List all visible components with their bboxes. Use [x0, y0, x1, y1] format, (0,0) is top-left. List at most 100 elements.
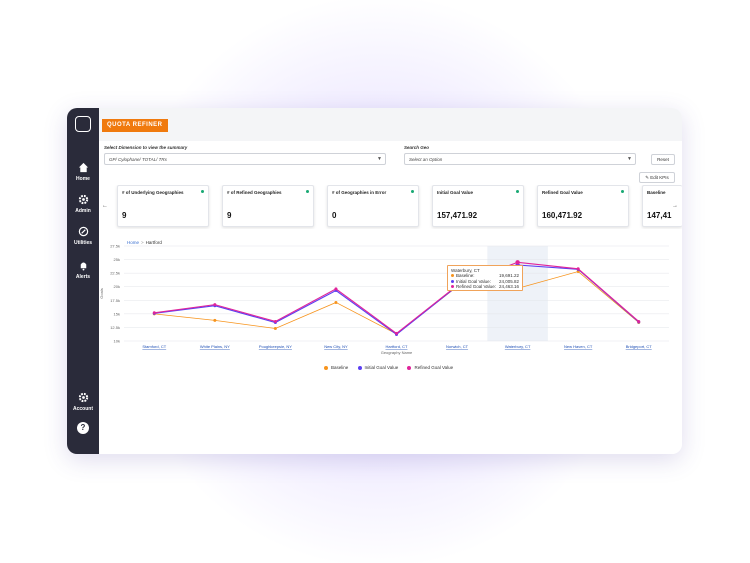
sidebar-item-label: Account	[73, 406, 93, 412]
home-icon	[67, 162, 99, 174]
data-point	[334, 287, 338, 291]
y-tick-label: 15k	[114, 311, 120, 316]
data-point	[334, 300, 338, 304]
legend-swatch	[357, 365, 362, 370]
sidebar-item-admin[interactable]: Admin	[67, 194, 99, 214]
legend-item-baseline[interactable]: Baseline	[324, 365, 348, 370]
sidebar-item-utilities[interactable]: Utilities	[67, 226, 99, 246]
breadcrumb-home[interactable]: Home	[127, 240, 140, 245]
top-bar: QUOTA REFINER	[99, 108, 682, 141]
x-tick-label: Norwich, CT	[446, 344, 469, 349]
edit-kpis-label: Edit KPIs	[650, 175, 669, 180]
geo-placeholder: Select an Option	[409, 157, 443, 162]
x-tick-label: Hartford, CT	[385, 344, 408, 349]
breadcrumb-current: Hartford	[145, 240, 162, 245]
bell-icon	[67, 260, 99, 272]
app-window: Home Admin Utilities Alerts Account	[67, 108, 682, 454]
kpi-value: 9	[122, 211, 127, 220]
kpi-scroll-right-icon[interactable]: →	[672, 203, 678, 209]
help-button[interactable]: ?	[77, 422, 89, 434]
data-point	[213, 303, 217, 307]
chart-legend: Baseline Initial Goal Value Refined Goal…	[324, 365, 461, 371]
tooltip-label: Refined Goal Value:	[456, 284, 496, 290]
x-axis-label: Geography Name	[381, 350, 413, 355]
kpi-value: 157,471.92	[437, 211, 478, 220]
legend-label: Baseline	[331, 365, 349, 370]
kpi-card: # of Refined Geographies 9	[222, 185, 314, 227]
data-point	[273, 327, 277, 331]
app-logo	[75, 116, 91, 132]
kpi-title: Initial Goal Value	[437, 190, 474, 195]
y-tick-label: 22.5k	[110, 271, 120, 276]
data-point	[152, 311, 156, 315]
sidebar-item-account[interactable]: Account	[67, 392, 99, 412]
y-tick-label: 12.5k	[110, 325, 120, 330]
series-line-baseline	[154, 271, 639, 335]
kpi-card: Baseline 147,41	[642, 185, 682, 227]
y-tick-label: 17.5k	[110, 298, 120, 303]
kpi-title: # of Underlying Geographies	[122, 190, 184, 195]
x-tick-label: Stamford, CT	[142, 344, 166, 349]
pencil-icon: ✎	[645, 175, 651, 180]
x-tick-label: Poughkeepsie, NY	[259, 344, 292, 349]
breadcrumb: Home > Hartford	[127, 240, 162, 245]
reset-button[interactable]: Reset	[651, 154, 675, 165]
tooltip-value: 24,463.16	[498, 284, 519, 290]
goals-chart: 10k 12.5k 15k 17.5k 20k 22.5k 25k 27.5k Goals Sta…	[99, 244, 669, 355]
sidebar: Home Admin Utilities Alerts Account	[67, 108, 99, 454]
sidebar-item-home[interactable]: Home	[67, 162, 99, 182]
main-content: QUOTA REFINER Select Dimension to view t…	[99, 108, 682, 454]
legend-swatch	[407, 365, 412, 370]
legend-label: Initial Goal Value	[364, 365, 399, 370]
kpi-value: 0	[332, 211, 337, 220]
x-tick-label: New City, NY	[324, 344, 348, 349]
series-line-initial	[154, 264, 640, 336]
data-point	[395, 331, 398, 335]
status-dot	[306, 190, 309, 193]
app-brand: QUOTA REFINER	[102, 119, 168, 132]
y-tick-label: 27.5k	[110, 244, 120, 249]
dimension-value: GP/ Cylophane/ TOTAL/ TRx	[109, 157, 167, 162]
kpi-title: Refined Goal Value	[542, 190, 583, 195]
sidebar-item-label: Utilities	[73, 240, 93, 246]
kpi-strip: # of Underlying Geographies 9 # of Refin…	[99, 185, 682, 229]
status-dot	[516, 190, 519, 193]
data-point	[273, 319, 277, 323]
y-tick-label: 20k	[114, 284, 120, 289]
sidebar-item-alerts[interactable]: Alerts	[67, 260, 99, 280]
breadcrumb-separator: >	[141, 240, 144, 245]
geo-select[interactable]: Select an Option ▼	[404, 153, 636, 165]
tooltip-title: Waterbury, CT	[451, 268, 480, 273]
legend-item-initial[interactable]: Initial Goal Value	[357, 365, 399, 370]
dimension-select[interactable]: GP/ Cylophane/ TOTAL/ TRx ▼	[104, 153, 386, 165]
y-axis-label: Goals	[99, 288, 104, 298]
data-point	[213, 318, 217, 322]
kpi-value: 147,41	[647, 211, 672, 220]
tooltip-label: Baseline:	[456, 273, 475, 278]
edit-kpis-button[interactable]: ✎ Edit KPIs	[639, 172, 675, 183]
status-dot	[411, 190, 414, 193]
data-point	[515, 260, 520, 265]
kpi-card: Refined Goal Value 160,471.92	[537, 185, 629, 227]
x-tick-label: New Haven, CT	[564, 344, 593, 349]
sidebar-item-label: Alerts	[75, 274, 91, 280]
data-point	[576, 270, 580, 274]
refined-swatch	[451, 285, 454, 289]
data-point	[637, 319, 641, 323]
kpi-value: 9	[227, 211, 232, 220]
chevron-down-icon: ▼	[377, 156, 382, 162]
gear-icon	[67, 392, 99, 404]
gear-icon	[67, 194, 99, 206]
kpi-card: Initial Goal Value 157,471.92	[432, 185, 524, 227]
chevron-down-icon: ▼	[627, 156, 632, 162]
dimension-label: Select Dimension to view the summary	[104, 145, 188, 150]
x-tick-label: White Plains, NY	[200, 344, 230, 349]
status-dot	[621, 190, 624, 193]
y-tick-label: 10k	[114, 339, 120, 344]
legend-swatch	[324, 365, 328, 370]
legend-item-refined[interactable]: Refined Goal Value	[407, 365, 453, 370]
tooltip-row: Baseline: 19,691.22	[451, 273, 519, 279]
kpi-scroll-left-icon[interactable]: ←	[102, 203, 108, 209]
sidebar-item-label: Admin	[75, 208, 91, 214]
geo-label: Search Geo	[404, 145, 430, 150]
